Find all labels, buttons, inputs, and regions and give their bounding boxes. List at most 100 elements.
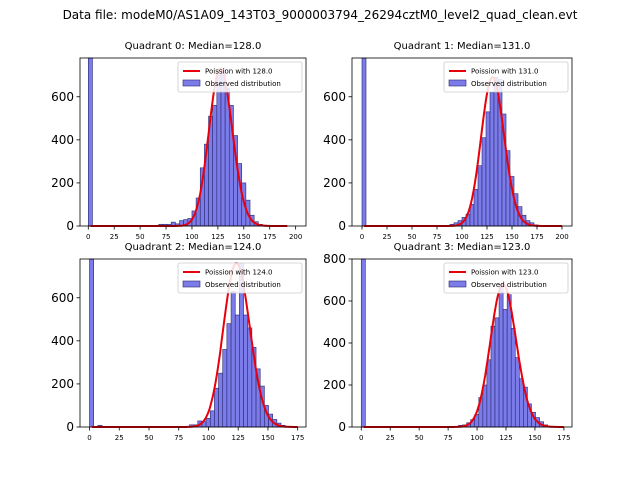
histogram-bar <box>212 105 218 227</box>
figure-title: Data file: modeM0/AS1A09_143T03_90000037… <box>62 8 578 22</box>
x-tick-label: 75 <box>162 233 171 241</box>
histogram-bar <box>230 291 236 428</box>
poisson-fit-line <box>363 283 564 428</box>
histogram-bar <box>214 387 219 428</box>
legend: Poission with 128.0 Observed distribution <box>177 61 303 93</box>
histogram-bar <box>473 189 479 227</box>
legend-bar-swatch <box>182 280 201 288</box>
histogram-bar <box>87 57 93 227</box>
legend-label-observed: Observed distribution <box>205 80 281 88</box>
x-tick-label: 150 <box>261 434 274 442</box>
x-tick-label: 100 <box>202 434 215 442</box>
legend-label-observed: Observed distribution <box>471 281 547 289</box>
histogram-bar <box>481 137 487 227</box>
y-tick-label: 0 <box>66 420 74 434</box>
legend-label-fit: Poission with 128.0 <box>205 68 273 76</box>
y-tick-label: 0 <box>66 219 74 233</box>
legend-label-observed: Observed distribution <box>205 281 281 289</box>
y-tick-label: 200 <box>51 377 74 391</box>
histogram-bar <box>510 327 516 428</box>
x-tick-label: 0 <box>86 233 90 241</box>
x-tick-label: 25 <box>115 434 124 442</box>
x-tick-label: 100 <box>455 233 468 241</box>
x-tick-label: 125 <box>499 434 512 442</box>
x-tick-label: 150 <box>528 434 541 442</box>
histogram-bar <box>209 410 215 428</box>
histogram-bar <box>205 418 211 428</box>
axes-frame <box>79 57 307 227</box>
x-tick-label: 25 <box>386 434 395 442</box>
quadrant-3-panel: Quadrant 3: Median=123.0 0 25 50 75 100 125 150… <box>323 242 573 442</box>
legend-box <box>443 262 569 294</box>
histogram-bar <box>498 283 504 428</box>
legend-label-observed: Observed distribution <box>471 80 547 88</box>
x-tick-label: 25 <box>110 233 119 241</box>
panel-title: Quadrant 3: Median=123.0 <box>394 242 531 253</box>
quadrant-1-panel: Quadrant 1: Median=131.0 0 25 50 75 100 125 150… <box>323 41 573 241</box>
quadrant-0-panel: Quadrant 0: Median=128.0 0 25 50 75 100 125 150… <box>51 41 307 241</box>
x-tick-label: 50 <box>136 233 145 241</box>
x-tick-label: 200 <box>289 233 302 241</box>
panel-title: Quadrant 1: Median=131.0 <box>394 41 531 52</box>
legend: Poission with 131.0 Observed distribution <box>443 61 569 93</box>
histogram-bar <box>243 314 249 428</box>
histogram-bar <box>485 111 491 227</box>
x-tick-label: 25 <box>383 233 392 241</box>
legend-label-fit: Poission with 123.0 <box>471 269 539 277</box>
legend-bar-swatch <box>448 280 467 288</box>
legend-box <box>177 61 303 93</box>
legend-label-fit: Poission with 131.0 <box>471 68 539 76</box>
x-tick-label: 150 <box>237 233 250 241</box>
y-tick-label: 200 <box>51 176 74 190</box>
x-tick-label: 0 <box>359 434 363 442</box>
histogram-bar <box>486 359 492 428</box>
x-tick-label: 125 <box>232 434 245 442</box>
y-tick-label: 400 <box>323 336 346 350</box>
y-tick-label: 600 <box>323 90 346 104</box>
x-tick-label: 175 <box>557 434 570 442</box>
y-tick-label: 200 <box>323 176 346 190</box>
y-tick-label: 600 <box>323 294 346 308</box>
histogram-bar <box>360 258 366 428</box>
x-tick-label: 125 <box>480 233 493 241</box>
legend-box <box>443 61 569 93</box>
x-tick-label: 125 <box>211 233 224 241</box>
histogram-bar <box>482 384 488 428</box>
panel-title: Quadrant 2: Median=124.0 <box>125 242 262 253</box>
poisson-fit-line <box>364 76 562 227</box>
y-tick-label: 400 <box>323 133 346 147</box>
legend-bar-swatch <box>448 79 467 87</box>
histogram-bar <box>489 92 495 227</box>
axes-frame <box>79 258 307 428</box>
x-tick-label: 175 <box>291 434 304 442</box>
quadrant-2-panel: Quadrant 2: Median=124.0 0 25 50 75 100 125 150… <box>51 242 307 442</box>
x-tick-label: 100 <box>470 434 483 442</box>
y-tick-label: 200 <box>323 378 346 392</box>
histogram-bar <box>234 314 240 428</box>
histogram-bar <box>490 325 496 428</box>
x-tick-label: 100 <box>185 233 198 241</box>
x-tick-label: 0 <box>360 233 364 241</box>
legend-box <box>177 262 303 294</box>
histogram-bar <box>477 165 483 227</box>
y-tick-label: 0 <box>338 420 346 434</box>
x-tick-label: 50 <box>408 233 417 241</box>
x-tick-label: 75 <box>433 233 442 241</box>
y-tick-label: 600 <box>51 291 74 305</box>
histogram-bar <box>361 57 367 227</box>
x-tick-label: 50 <box>145 434 154 442</box>
x-tick-label: 75 <box>174 434 183 442</box>
x-tick-label: 150 <box>505 233 518 241</box>
histogram-bar <box>218 372 224 428</box>
x-tick-label: 175 <box>263 233 276 241</box>
y-tick-label: 0 <box>338 219 346 233</box>
x-tick-label: 0 <box>87 434 91 442</box>
histogram-bar <box>502 309 508 428</box>
legend: Poission with 124.0 Observed distribution <box>177 262 303 294</box>
legend: Poission with 123.0 Observed distribution <box>443 262 569 294</box>
x-tick-label: 175 <box>530 233 543 241</box>
histogram-bar <box>506 294 512 428</box>
legend-bar-swatch <box>182 79 201 87</box>
histogram-bar <box>493 77 499 227</box>
